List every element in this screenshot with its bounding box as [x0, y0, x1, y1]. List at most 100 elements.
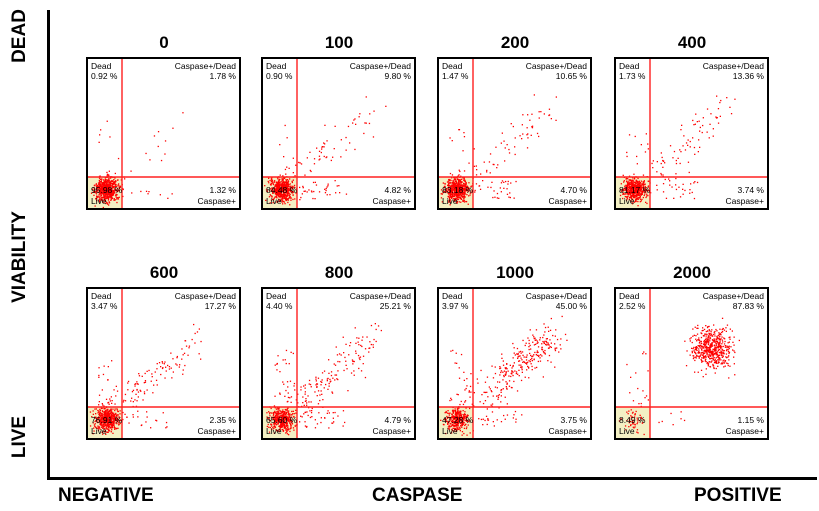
event-dot [703, 340, 705, 343]
event-dot [98, 194, 100, 196]
value-live: 83.18 % [442, 185, 474, 195]
event-dot [285, 197, 287, 199]
event-dot [719, 328, 721, 330]
event-dot [460, 175, 462, 177]
event-dot [93, 430, 95, 432]
event-dot [109, 398, 111, 400]
event-dot [171, 193, 173, 195]
value-live: 47.28 % [442, 415, 474, 425]
value-caspase-dead: 10.65 % [555, 71, 587, 81]
event-dot [624, 196, 626, 198]
event-dot [470, 391, 472, 393]
event-dot [193, 323, 195, 326]
event-dot [334, 125, 336, 127]
event-dot [721, 346, 723, 348]
event-dot [98, 141, 100, 143]
event-dot [96, 189, 99, 192]
event-dot [633, 178, 635, 180]
event-dot [282, 200, 285, 202]
event-dot [689, 354, 691, 356]
event-dot [279, 193, 281, 195]
event-dot [718, 361, 720, 363]
event-dot [619, 194, 622, 197]
event-dot [107, 203, 109, 205]
event-dot [153, 384, 155, 386]
event-dot [458, 407, 460, 409]
event-dot [508, 152, 511, 154]
event-dot [141, 375, 143, 377]
event-dot [138, 375, 141, 377]
event-dot [530, 354, 532, 357]
event-dot [100, 190, 102, 192]
event-dot [456, 187, 458, 189]
event-dot [712, 363, 714, 366]
event-dot [303, 190, 305, 192]
event-dot [110, 187, 112, 189]
event-dot [461, 424, 463, 426]
event-dot [316, 395, 318, 397]
event-dot [710, 357, 712, 360]
event-dot [108, 425, 110, 428]
event-dot [271, 196, 273, 198]
event-dot [554, 343, 556, 345]
event-dot [496, 192, 499, 195]
event-dot [282, 418, 285, 421]
event-dot [317, 403, 320, 405]
event-dot [675, 173, 677, 175]
event-dot [460, 197, 462, 200]
value-dead: 3.97 % [442, 301, 469, 311]
event-dot [105, 410, 107, 412]
event-dot [301, 416, 303, 418]
event-dot [354, 148, 356, 151]
event-dot [93, 184, 96, 186]
y-label-dead: DEAD [9, 9, 30, 63]
event-dot [656, 189, 658, 191]
event-dot [143, 382, 145, 384]
event-dot [535, 339, 537, 341]
event-dot [446, 415, 448, 418]
event-dot [642, 196, 644, 199]
event-dot [99, 178, 102, 180]
event-dot [465, 387, 467, 390]
event-dot [320, 390, 322, 392]
event-dot [709, 336, 711, 339]
event-dot [639, 414, 641, 416]
event-dot [103, 408, 105, 410]
label-caspase-dead: Caspase+/Dead [702, 61, 764, 71]
event-dot [280, 423, 283, 425]
event-dot [444, 183, 446, 185]
event-dot [473, 165, 476, 167]
event-dot [98, 411, 100, 413]
event-dot [522, 361, 524, 363]
event-dot [456, 177, 458, 179]
event-dot [517, 357, 519, 359]
event-dot [302, 396, 304, 398]
event-dot [626, 184, 629, 186]
event-dot [110, 424, 112, 426]
event-dot [722, 350, 724, 352]
event-dots [440, 94, 557, 206]
event-dot [511, 370, 513, 372]
event-dot [453, 189, 455, 191]
event-dot [459, 186, 461, 189]
event-dot [682, 193, 684, 195]
event-dot [100, 198, 102, 200]
event-dot [709, 351, 712, 354]
event-dot [457, 193, 459, 195]
event-dot [535, 354, 537, 356]
event-dot [106, 418, 108, 420]
event-dot [645, 201, 647, 203]
event-dot [544, 349, 546, 352]
event-dot [95, 198, 97, 200]
event-dot [459, 186, 461, 188]
event-dot [463, 422, 465, 424]
event-dot [178, 366, 180, 368]
event-dot [284, 203, 286, 205]
event-dot [102, 201, 104, 203]
event-dot [701, 360, 703, 362]
event-dot [468, 188, 470, 190]
event-dot [332, 422, 334, 424]
event-dot [284, 427, 286, 429]
event-dot [285, 362, 287, 365]
event-dot [107, 421, 109, 423]
